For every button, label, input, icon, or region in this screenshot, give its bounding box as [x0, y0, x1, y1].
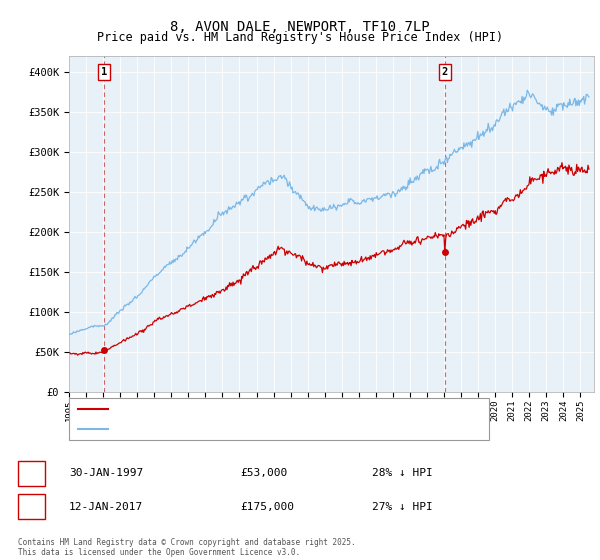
- FancyBboxPatch shape: [98, 64, 110, 81]
- Text: 2: 2: [28, 502, 35, 512]
- Text: 8, AVON DALE, NEWPORT, TF10 7LP: 8, AVON DALE, NEWPORT, TF10 7LP: [170, 20, 430, 34]
- Text: 1: 1: [28, 468, 35, 478]
- Text: Price paid vs. HM Land Registry's House Price Index (HPI): Price paid vs. HM Land Registry's House …: [97, 31, 503, 44]
- Text: £175,000: £175,000: [240, 502, 294, 512]
- Text: 8, AVON DALE, NEWPORT, TF10 7LP (detached house): 8, AVON DALE, NEWPORT, TF10 7LP (detache…: [114, 404, 396, 414]
- FancyBboxPatch shape: [439, 64, 451, 81]
- Text: 1: 1: [101, 67, 107, 77]
- Text: £53,000: £53,000: [240, 468, 287, 478]
- Text: 30-JAN-1997: 30-JAN-1997: [69, 468, 143, 478]
- Text: 28% ↓ HPI: 28% ↓ HPI: [372, 468, 433, 478]
- Text: 27% ↓ HPI: 27% ↓ HPI: [372, 502, 433, 512]
- Text: 12-JAN-2017: 12-JAN-2017: [69, 502, 143, 512]
- Text: 2: 2: [442, 67, 448, 77]
- Text: HPI: Average price, detached house, Telford and Wrekin: HPI: Average price, detached house, Telf…: [114, 424, 431, 434]
- Text: Contains HM Land Registry data © Crown copyright and database right 2025.
This d: Contains HM Land Registry data © Crown c…: [18, 538, 356, 557]
